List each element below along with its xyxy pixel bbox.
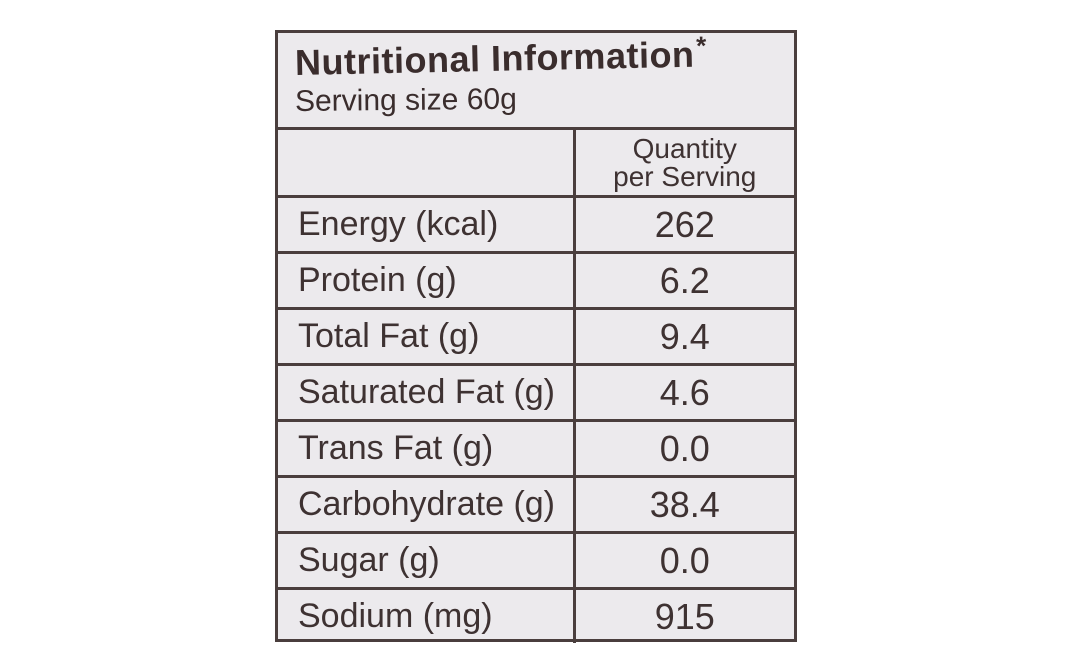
table-row: Sugar (g) 0.0 — [278, 531, 794, 589]
header-blank-cell — [278, 130, 576, 197]
nutrient-value: 6.2 — [574, 251, 794, 309]
quantity-header-line2: per Serving — [613, 160, 757, 192]
serving-size: Serving size 60g — [294, 82, 517, 118]
nutrient-value: 38.4 — [574, 475, 794, 533]
quantity-header: Quantity per Serving — [574, 130, 794, 197]
table-row: Sodium (mg) 915 — [278, 587, 794, 643]
table-row: Total Fat (g) 9.4 — [278, 307, 794, 365]
nutrient-value: 4.6 — [574, 363, 794, 421]
table-row: Saturated Fat (g) 4.6 — [278, 363, 794, 421]
table-row: Trans Fat (g) 0.0 — [278, 419, 794, 477]
nutrient-name: Protein (g) — [278, 251, 576, 309]
nutrient-value: 915 — [574, 587, 794, 643]
nutrient-value: 0.0 — [574, 531, 794, 589]
footnote-mark: * — [695, 30, 708, 61]
nutrient-name: Trans Fat (g) — [278, 419, 576, 477]
table-header-row: Quantity per Serving — [278, 130, 794, 197]
nutrition-label: Nutritional Information* Serving size 60… — [275, 30, 797, 643]
label-title: Nutritional Information* — [295, 30, 708, 84]
nutrient-name: Sodium (mg) — [278, 587, 576, 643]
label-header: Nutritional Information* Serving size 60… — [278, 30, 794, 130]
nutrient-name: Total Fat (g) — [278, 307, 576, 365]
table-row: Protein (g) 6.2 — [278, 251, 794, 309]
nutrient-name: Energy (kcal) — [278, 195, 576, 253]
nutrient-value: 0.0 — [574, 419, 794, 477]
table-row: Energy (kcal) 262 — [278, 195, 794, 253]
quantity-header-line1: Quantity — [632, 132, 737, 164]
nutrient-value: 262 — [574, 195, 794, 253]
nutrient-name: Saturated Fat (g) — [278, 363, 576, 421]
nutrient-name: Sugar (g) — [278, 531, 576, 589]
label-title-text: Nutritional Information — [294, 33, 695, 83]
nutrition-table: Quantity per Serving Energy (kcal) 262 P… — [278, 130, 794, 643]
nutrient-value: 9.4 — [574, 307, 794, 365]
nutrient-name: Carbohydrate (g) — [278, 475, 576, 533]
table-row: Carbohydrate (g) 38.4 — [278, 475, 794, 533]
